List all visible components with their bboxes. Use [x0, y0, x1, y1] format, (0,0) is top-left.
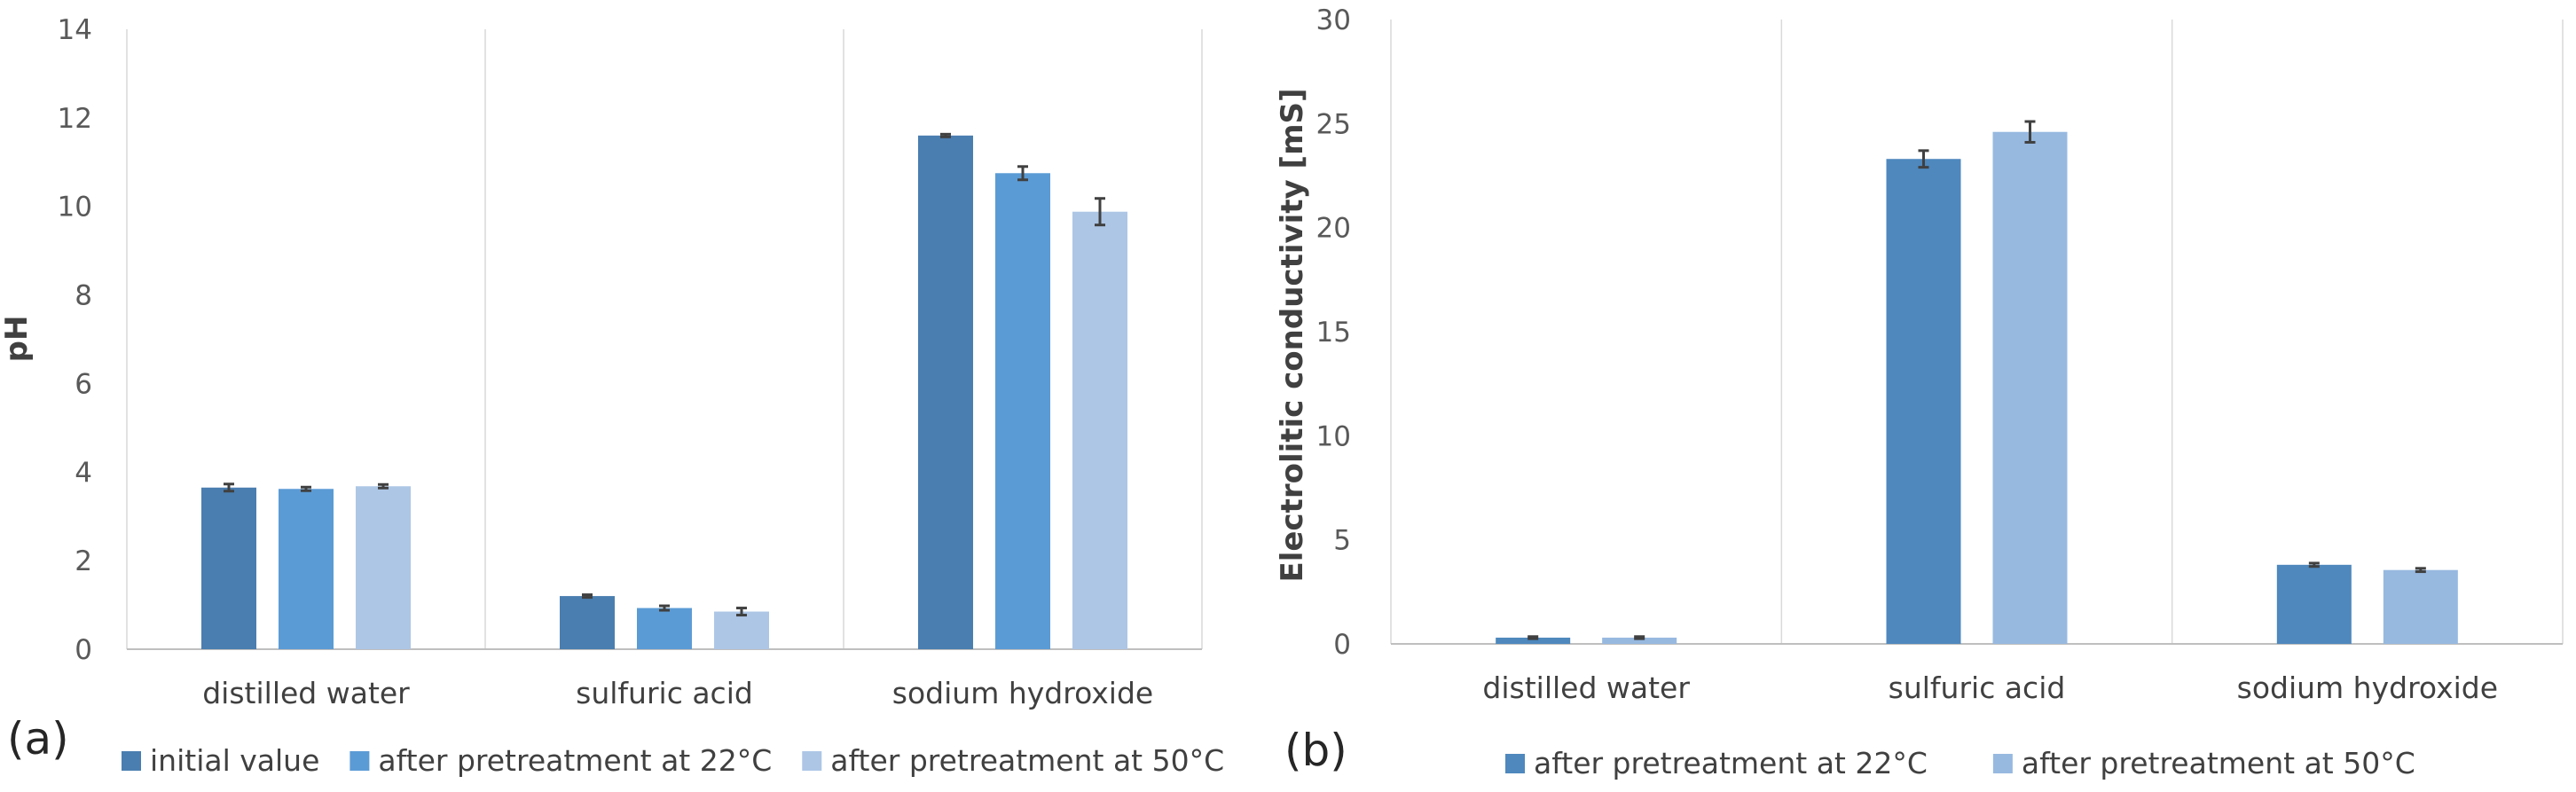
category-label: distilled water: [202, 676, 410, 710]
y-tick-label: 10: [1316, 420, 1351, 452]
bar-initial-value-1: [560, 596, 615, 649]
y-tick-label: 0: [75, 634, 92, 666]
legend-label: after pretreatment at 22°C: [1534, 746, 1928, 780]
legend-swatch: [1992, 754, 2013, 773]
y-tick-label: 15: [1316, 317, 1351, 349]
category-label: sodium hydroxide: [892, 676, 1153, 710]
panel-label-a: (a): [7, 713, 69, 765]
legend-label: after pretreatment at 22°C: [378, 743, 772, 778]
bar-after-pretreatment-at-22-c-0: [1496, 637, 1571, 644]
bar-after-pretreatment-at-22-c-2: [2276, 564, 2352, 644]
bar-initial-value-0: [201, 487, 256, 649]
y-tick-label: 0: [1333, 629, 1351, 661]
bar-after-pretreatment-at-50-c-2: [1072, 211, 1127, 649]
bar-after-pretreatment-at-22-c-1: [1886, 159, 1961, 644]
legend-label: after pretreatment at 50°C: [2022, 746, 2415, 780]
chart-b-conductivity: 0 5 10 15 20 25 30 Electrolitic conductivity [m…: [1275, 4, 2564, 780]
y-tick-label: 10: [58, 192, 92, 223]
bar-after-pretreatment-at-50-c-0: [356, 486, 411, 649]
bar-after-pretreatment-at-22-c-0: [279, 489, 334, 649]
y-tick-label: 5: [1333, 525, 1351, 557]
y-tick-label: 6: [75, 368, 92, 400]
legend-label: initial value: [150, 743, 319, 778]
y-tick-label: 2: [75, 545, 92, 577]
bar-after-pretreatment-at-50-c-1: [714, 611, 769, 649]
bar-after-pretreatment-at-50-c-1: [1992, 131, 2068, 645]
category-label: sodium hydroxide: [2237, 670, 2498, 705]
bar-initial-value-2: [918, 135, 973, 650]
legend-swatch: [349, 751, 370, 771]
bar-after-pretreatment-at-50-c-0: [1602, 637, 1677, 644]
y-axis-label: pH: [0, 316, 35, 363]
chart-a-ph: 0 2 4 6 8 10 12 14 pH distilled water sulfuric aci…: [0, 14, 1224, 778]
legend-label: after pretreatment at 50°C: [830, 743, 1224, 778]
legend-swatch: [802, 751, 822, 771]
y-tick-label: 14: [58, 14, 92, 46]
category-label: distilled water: [1482, 670, 1690, 705]
panel-label-b: (b): [1284, 725, 1347, 776]
category-label: sulfuric acid: [576, 676, 753, 710]
category-label: sulfuric acid: [1889, 670, 2066, 705]
bar-after-pretreatment-at-22-c-2: [995, 173, 1050, 650]
legend-swatch: [1505, 754, 1525, 773]
y-tick-label: 25: [1316, 108, 1351, 140]
y-tick-label: 30: [1316, 4, 1351, 36]
y-tick-label: 4: [75, 457, 92, 489]
bar-after-pretreatment-at-50-c-2: [2383, 569, 2458, 644]
y-tick-label: 20: [1316, 213, 1351, 245]
legend-swatch: [122, 751, 141, 771]
y-tick-label: 12: [58, 103, 92, 135]
bar-after-pretreatment-at-22-c-1: [637, 608, 692, 649]
y-axis-label: Electrolitic conductivity [mS]: [1275, 88, 1310, 582]
y-tick-label: 8: [75, 280, 92, 312]
